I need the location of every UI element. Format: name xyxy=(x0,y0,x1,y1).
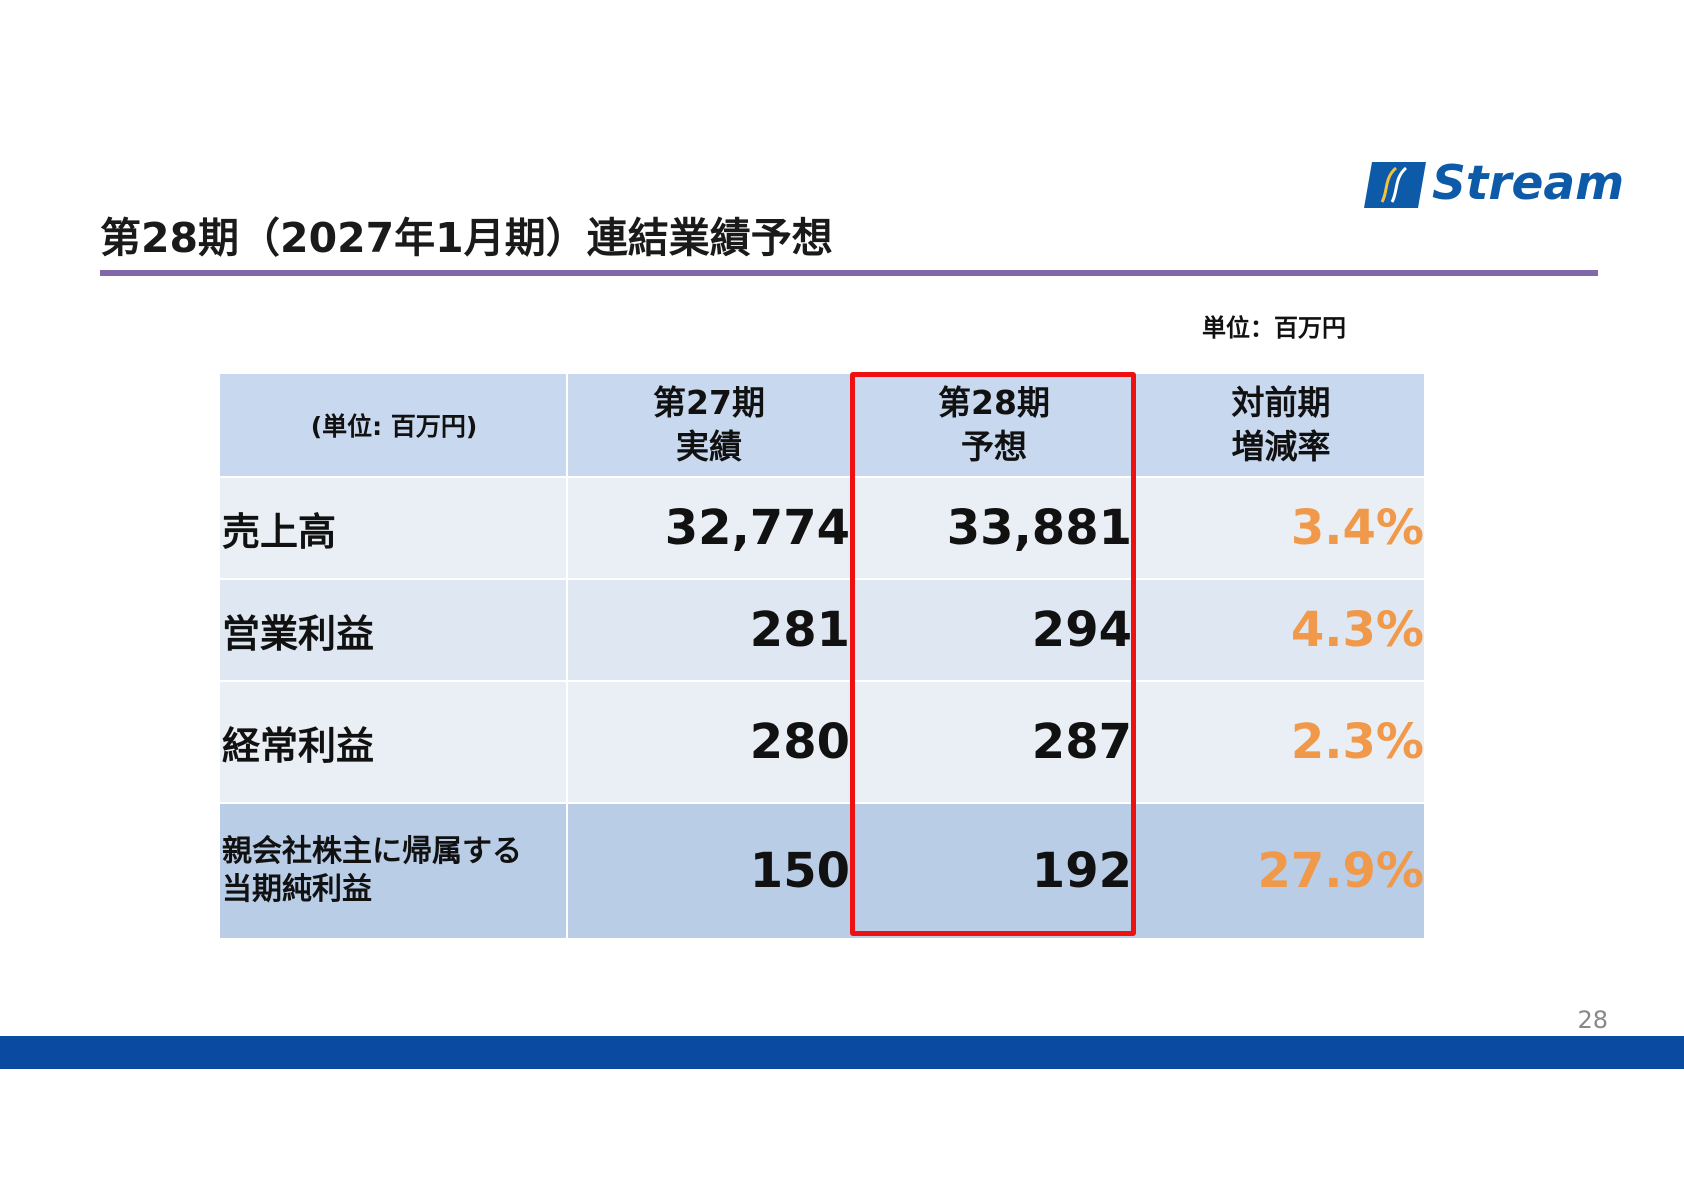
prev-value: 150 xyxy=(749,843,850,899)
forecast-highlight-box xyxy=(850,372,1136,936)
stream-logo: Stream xyxy=(1364,156,1636,211)
table-row: 営業利益 281 294 4.3% xyxy=(220,580,1424,680)
header-unit: (単位: 百万円) xyxy=(220,374,568,476)
forecast-value: 294 xyxy=(1031,602,1132,658)
table-header-row: (単位: 百万円) 第27期 実績 第28期 予想 対前期 増減率 xyxy=(220,374,1424,476)
header-change-rate: 対前期 増減率 xyxy=(1231,383,1331,466)
footer-bar xyxy=(0,1036,1684,1069)
page-title: 第28期（2027年1月期）連結業績予想 xyxy=(100,214,833,262)
prev-value: 32,774 xyxy=(664,500,850,556)
prev-value: 280 xyxy=(749,714,850,770)
row-label: 経常利益 xyxy=(220,682,568,802)
table-row: 親会社株主に帰属する 当期純利益 150 192 27.9% xyxy=(220,804,1424,938)
row-label: 親会社株主に帰属する 当期純利益 xyxy=(220,804,568,938)
prev-value: 281 xyxy=(749,602,850,658)
table-row: 売上高 32,774 33,881 3.4% xyxy=(220,478,1424,578)
change-value: 4.3% xyxy=(1290,602,1424,658)
change-value: 2.3% xyxy=(1290,714,1424,770)
forecast-value: 287 xyxy=(1031,714,1132,770)
stream-logo-text: Stream xyxy=(1432,156,1625,211)
forecast-value: 192 xyxy=(1031,843,1132,899)
table-row: 経常利益 280 287 2.3% xyxy=(220,682,1424,802)
row-label: 売上高 xyxy=(220,478,568,578)
header-forecast: 第28期 予想 xyxy=(938,383,1050,466)
stream-logo-icon xyxy=(1364,162,1426,208)
row-label: 営業利益 xyxy=(220,580,568,680)
header-prev-period: 第27期 実績 xyxy=(653,383,765,466)
forecast-value: 33,881 xyxy=(946,500,1132,556)
title-divider xyxy=(100,270,1598,276)
change-value: 27.9% xyxy=(1257,843,1424,899)
unit-note: 単位：百万円 xyxy=(1202,314,1346,342)
change-value: 3.4% xyxy=(1290,500,1424,556)
page-number: 28 xyxy=(1577,1006,1608,1034)
